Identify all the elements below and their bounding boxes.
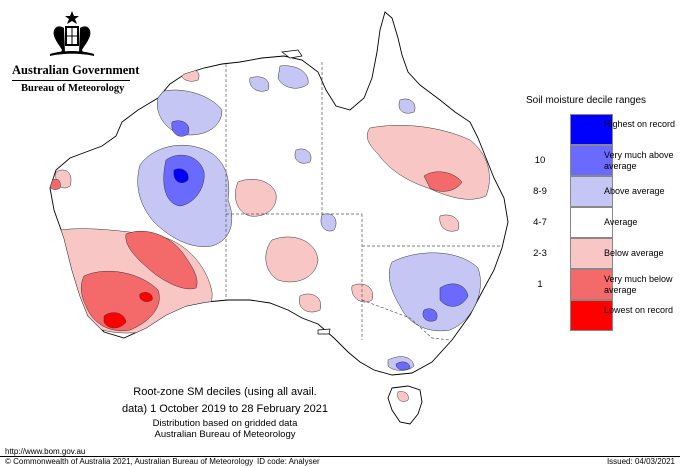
melville-island (281, 49, 303, 59)
header-divider (12, 80, 130, 81)
legend-swatch (570, 300, 613, 331)
legend-label: Lowest on record (604, 305, 674, 315)
legend-range: 8-9 (533, 186, 547, 197)
website-link[interactable]: http://www.bom.gov.au (5, 447, 86, 456)
legend-label: Very much above average (604, 150, 674, 171)
legend-swatch (570, 145, 613, 176)
state-borders (225, 62, 502, 341)
footer-divider (0, 456, 680, 457)
legend-range: 4-7 (533, 217, 547, 228)
legend-title: Soil moisture decile ranges (526, 95, 647, 106)
legend-row: Lowest on record (520, 300, 680, 331)
tasmania-below-average (397, 391, 409, 402)
legend-swatch (570, 176, 613, 207)
above-average-regions (137, 65, 481, 371)
lowest-on-record-regions (103, 292, 153, 329)
legend-row: Highest on record (520, 114, 680, 145)
legend-swatch (570, 207, 613, 238)
legend-label: Above average (604, 186, 665, 196)
caption-line-3: Distribution based on gridded data (152, 418, 298, 429)
legend-label: Average (604, 217, 638, 227)
caption-line-2: data) 1 October 2019 to 28 February 2021 (121, 403, 329, 415)
bureau-name: Bureau of Meteorology (21, 83, 125, 94)
highest-on-record-regions (173, 168, 189, 183)
legend-swatch (570, 238, 613, 269)
legend-label: Very much below average (604, 274, 673, 295)
very-much-below-regions (50, 171, 463, 332)
legend-row: 2-3 Below average (520, 238, 680, 269)
caption-line-4: Australian Bureau of Meteorology (154, 429, 296, 440)
legend-label: Highest on record (604, 119, 676, 129)
legend-range: 2-3 (533, 248, 547, 259)
issued-date: Issued: 04/03/2021 (606, 457, 675, 466)
caption-line-1: Root-zone SM deciles (using all avail. (133, 386, 317, 398)
legend-row: 8-9 Above average (520, 176, 680, 207)
legend-swatch (570, 269, 613, 300)
legend-range: 1 (537, 279, 543, 290)
id-code-text: ID code: Analyser (257, 457, 320, 466)
legend-label: Below average (604, 248, 664, 258)
government-name: Australian Government (12, 63, 140, 77)
coat-of-arms-icon (50, 11, 94, 56)
footer: © Commonwealth of Australia 2021, Austra… (0, 457, 680, 467)
legend-swatch (570, 114, 613, 145)
tasmania-outline (387, 385, 423, 425)
copyright-text: © Commonwealth of Australia 2021, Austra… (5, 457, 254, 466)
legend-row: 4-7 Average (520, 207, 680, 238)
legend-row: 1 Very much below average (520, 269, 680, 300)
legend-row: 10 Very much above average (520, 145, 680, 176)
government-logo-block: Australian Government Bureau of Meteorol… (8, 8, 139, 94)
map-caption: Root-zone SM deciles (using all avail. d… (90, 384, 360, 440)
kangaroo-island (317, 328, 331, 335)
legend-range: 10 (534, 155, 546, 166)
